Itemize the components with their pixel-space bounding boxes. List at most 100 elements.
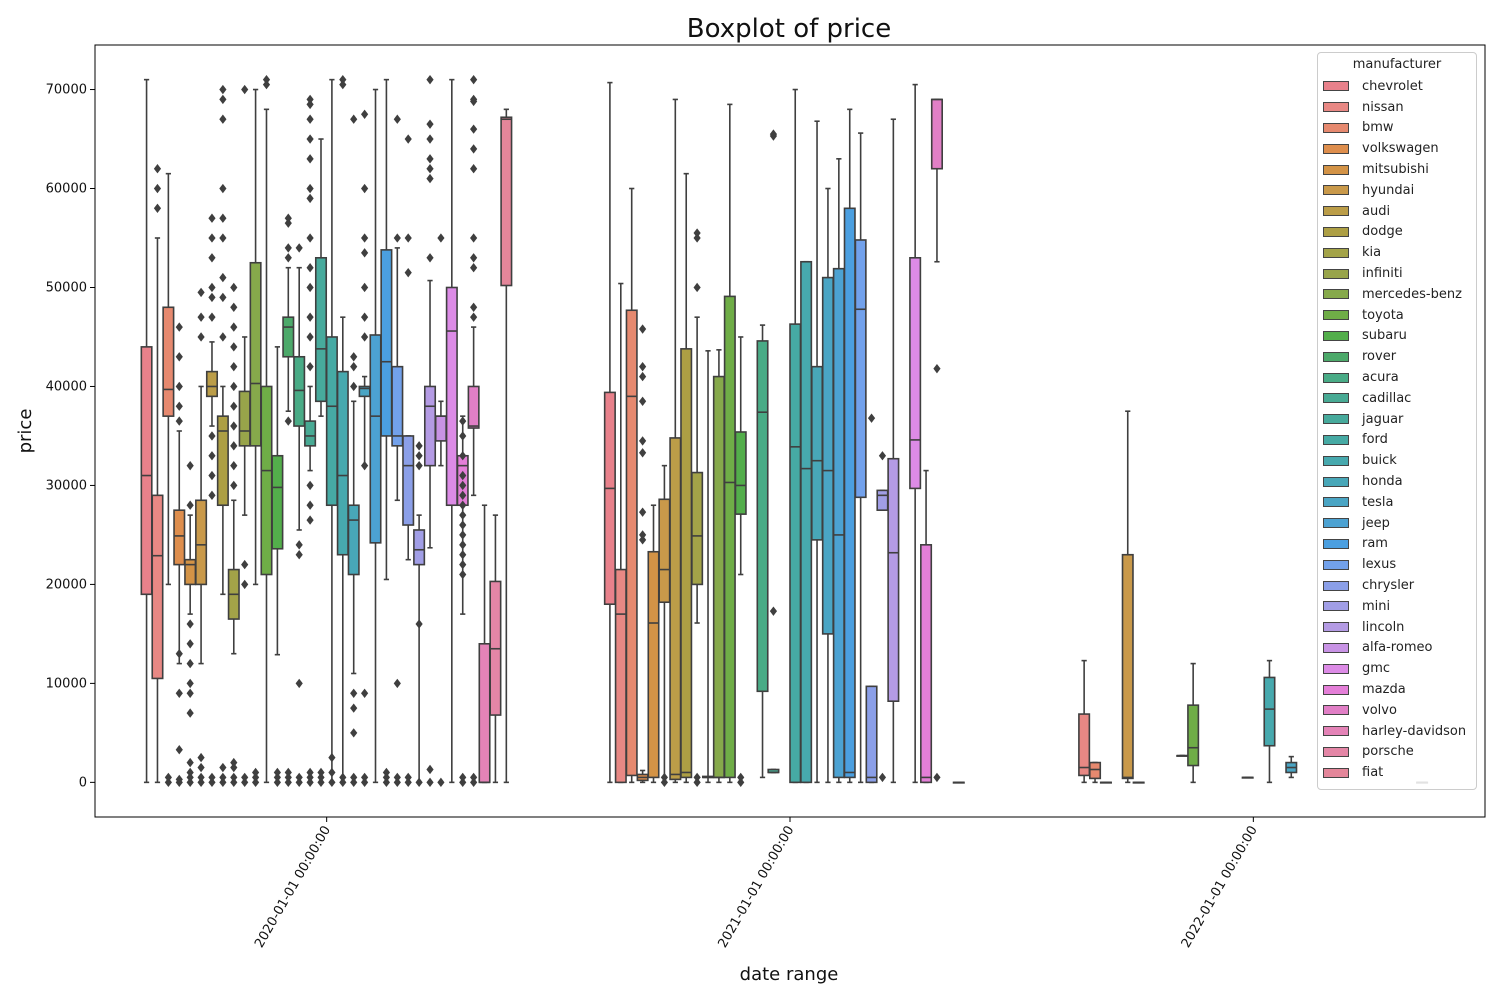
legend-item-ram: ram <box>1318 534 1476 555</box>
box-volkswagen <box>636 324 649 784</box>
outlier-point <box>350 352 358 362</box>
box-subaru <box>734 336 747 788</box>
outlier-point <box>219 94 227 105</box>
y-axis: 0 10000 20000 30000 40000 50000 60000 70000 <box>46 83 95 790</box>
outlier-point <box>350 728 358 738</box>
y-tick-label: 10000 <box>46 676 87 691</box>
outlier-point <box>306 193 314 204</box>
legend-item-tesla: tesla <box>1318 492 1476 513</box>
box-body <box>205 370 219 398</box>
legend-item-gmc: gmc <box>1318 658 1476 679</box>
legend-item-volvo: volvo <box>1318 700 1476 721</box>
y-tick-label: 40000 <box>46 379 87 394</box>
legend-swatch <box>1323 122 1349 133</box>
outlier-point <box>186 678 194 689</box>
outlier-point <box>470 302 478 312</box>
box-body <box>821 276 834 635</box>
outlier-point <box>251 767 260 778</box>
outlier-point <box>186 777 194 788</box>
box-tesla <box>1285 755 1298 779</box>
box-body <box>271 454 284 550</box>
legend-swatch <box>1323 164 1349 175</box>
outlier-point <box>306 282 314 293</box>
legend-item-jeep: jeep <box>1318 513 1476 534</box>
outlier-point <box>737 772 745 783</box>
plot-area <box>140 74 1429 788</box>
outlier-point <box>350 777 358 788</box>
box-body <box>173 509 186 566</box>
box-mercedes-benz <box>712 349 725 784</box>
outlier-point <box>197 752 205 763</box>
box-body <box>249 261 262 447</box>
outlier-point <box>660 777 669 788</box>
legend-item-buick: buick <box>1318 450 1476 471</box>
legend-item-infiniti: infiniti <box>1318 263 1476 284</box>
legend-label: chrysler <box>1362 578 1415 594</box>
outlier-point <box>693 228 701 238</box>
legend-swatch <box>1323 518 1349 529</box>
legend-label: lexus <box>1362 557 1397 573</box>
outlier-point <box>693 282 701 293</box>
outlier-point <box>219 183 227 194</box>
outlier-point <box>273 767 281 778</box>
legend-swatch <box>1323 226 1349 237</box>
outlier-point <box>208 490 216 501</box>
box-body <box>238 390 251 447</box>
legend-label: lincoln <box>1362 619 1405 635</box>
legend-label: ford <box>1362 432 1388 448</box>
outlier-point <box>153 164 162 174</box>
box-honda <box>347 114 360 788</box>
box-chevrolet <box>603 81 616 784</box>
box-body <box>712 375 725 779</box>
outlier-point <box>639 507 647 517</box>
box-bmw <box>1089 761 1102 784</box>
outlier-point <box>393 114 401 124</box>
box-body <box>811 365 824 541</box>
outlier-point <box>186 658 194 669</box>
box-body <box>756 340 769 693</box>
legend-label: rover <box>1362 349 1397 365</box>
outlier-point <box>219 772 227 783</box>
outlier-point <box>284 777 292 788</box>
outlier-point <box>470 253 478 263</box>
box-chrysler <box>402 134 415 788</box>
legend-swatch <box>1323 393 1349 404</box>
legend-swatch <box>1323 372 1349 383</box>
outlier-point <box>350 688 358 698</box>
box-nissan <box>1078 659 1091 784</box>
legend-item-honda: honda <box>1318 471 1476 492</box>
x-tick-label: 2022-01-01 00:00:00 <box>1179 824 1261 951</box>
legend-swatch <box>1323 206 1349 217</box>
box-volkswagen <box>1099 781 1112 784</box>
box-body <box>391 365 404 447</box>
outlier-point <box>295 678 303 689</box>
box-body <box>603 391 616 606</box>
outlier-point <box>415 460 423 471</box>
box-audi <box>669 98 682 784</box>
outlier-point <box>878 772 887 783</box>
box-body <box>151 494 164 680</box>
legend-swatch <box>1323 746 1349 757</box>
outlier-point <box>241 772 249 783</box>
outlier-point <box>186 767 194 778</box>
outlier-point <box>230 401 238 411</box>
legend-swatch <box>1323 102 1349 113</box>
box-mazda <box>456 415 469 788</box>
legend-label: jaguar <box>1362 411 1404 427</box>
outlier-point <box>219 114 227 124</box>
legend-swatch <box>1323 476 1349 487</box>
box-body <box>184 558 197 586</box>
box-toyota <box>260 74 273 784</box>
outlier-point <box>393 777 401 788</box>
outlier-point <box>306 767 314 778</box>
legend-swatch <box>1323 330 1349 341</box>
outlier-point <box>404 772 412 783</box>
box-mini <box>413 441 426 788</box>
outlier-point <box>878 451 887 461</box>
legend-swatch <box>1323 268 1349 279</box>
box-buick <box>800 260 813 784</box>
outlier-point <box>693 772 701 783</box>
outlier-point <box>230 757 238 768</box>
box-body <box>140 346 153 596</box>
